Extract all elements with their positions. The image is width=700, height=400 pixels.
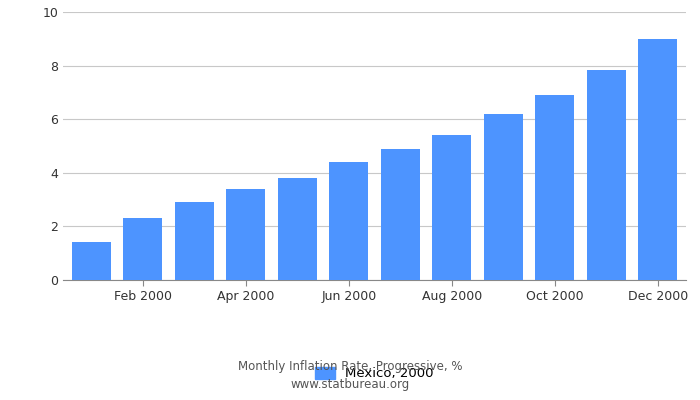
Bar: [587, 70, 626, 280]
Text: Monthly Inflation Rate, Progressive, %: Monthly Inflation Rate, Progressive, %: [238, 360, 462, 373]
Legend: Mexico, 2000: Mexico, 2000: [310, 362, 439, 386]
Bar: [484, 114, 522, 280]
Bar: [175, 202, 214, 280]
Bar: [123, 218, 162, 280]
Text: www.statbureau.org: www.statbureau.org: [290, 378, 410, 391]
Bar: [227, 189, 265, 280]
Bar: [381, 149, 419, 280]
Bar: [278, 178, 316, 280]
Bar: [536, 95, 574, 280]
Bar: [72, 242, 111, 280]
Bar: [433, 135, 471, 280]
Bar: [330, 162, 368, 280]
Bar: [638, 39, 677, 280]
